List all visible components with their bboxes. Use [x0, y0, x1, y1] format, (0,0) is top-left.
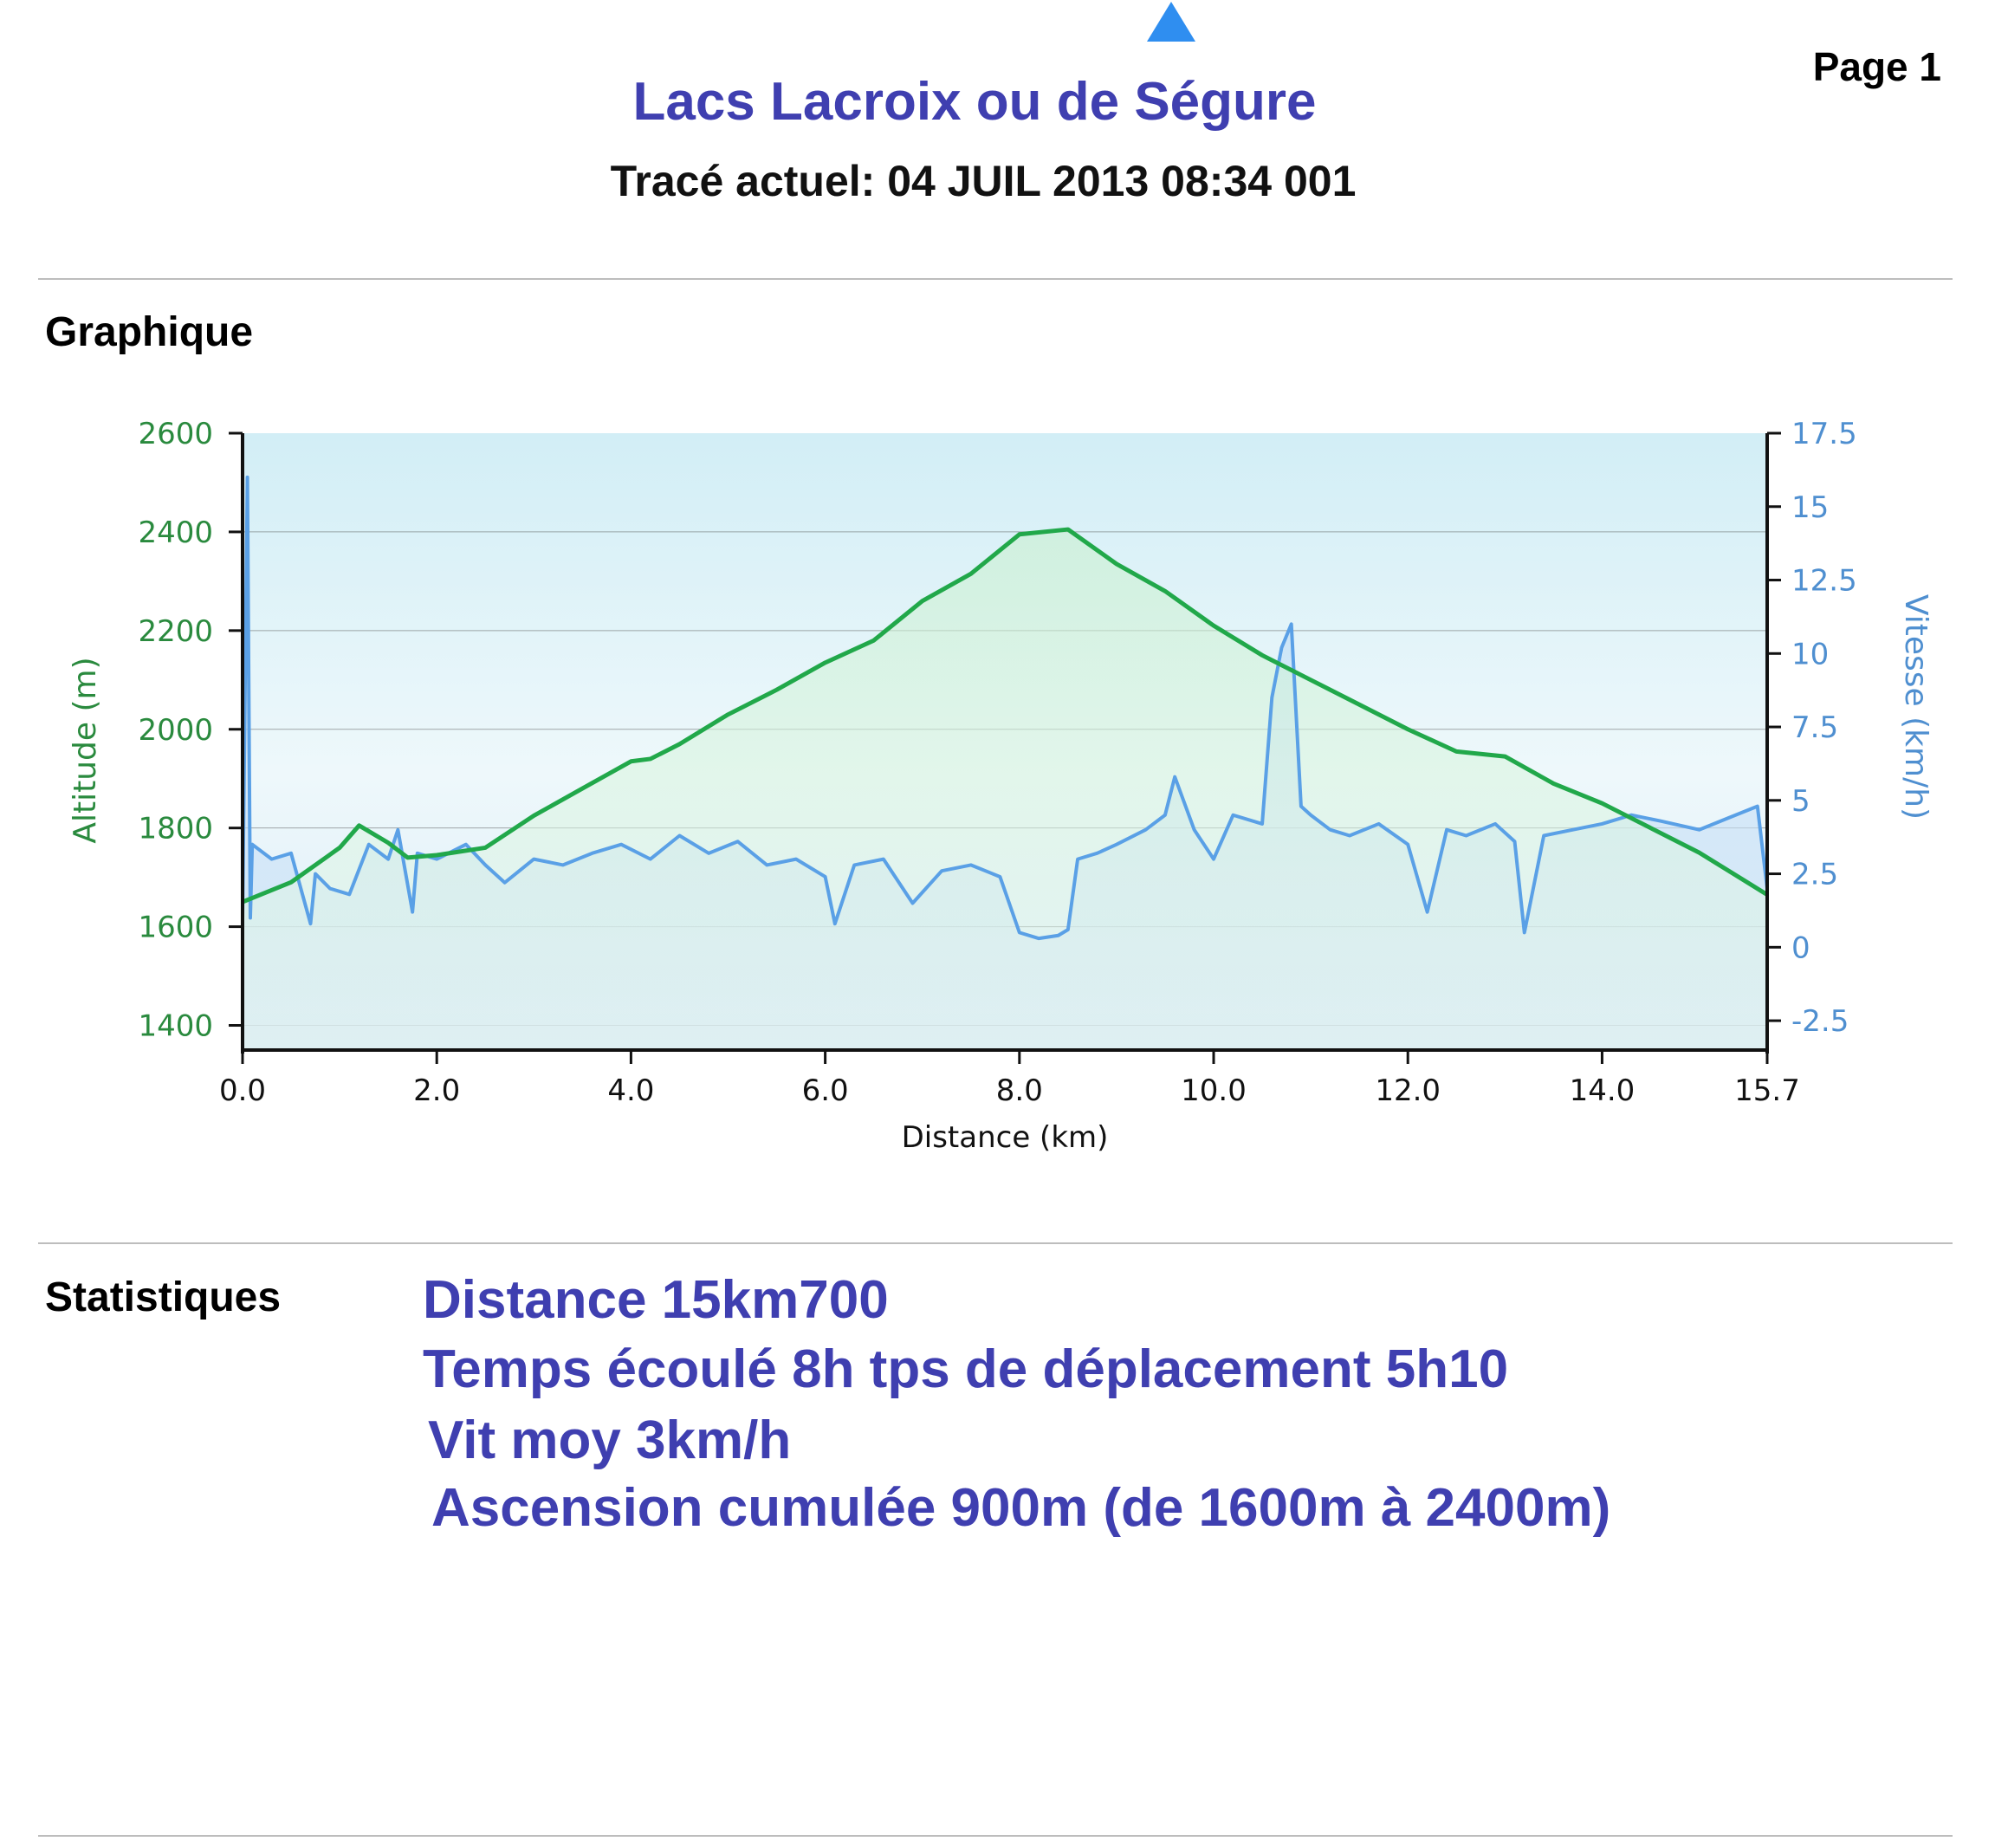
y-tick-label-right: 10	[1791, 637, 1829, 671]
y-tick-label-left: 2000	[138, 713, 213, 748]
page-number: Page 1	[1812, 44, 1941, 89]
y-tick-label-left: 1400	[138, 1009, 213, 1044]
x-tick-label: 14.0	[1570, 1073, 1636, 1108]
x-tick-label: 15.7	[1734, 1073, 1800, 1108]
y-axis-label-right: Vitesse (km/h)	[1898, 594, 1933, 820]
x-tick-label: 4.0	[607, 1073, 654, 1108]
blue-triangle-icon	[1147, 2, 1195, 42]
x-tick-label: 8.0	[996, 1073, 1043, 1108]
stat-average-speed: Vit moy 3km/h	[428, 1410, 792, 1470]
x-tick-label: 0.0	[219, 1073, 266, 1108]
stat-elapsed-time: Temps écoulé 8h tps de déplacement 5h10	[423, 1339, 1509, 1399]
y-tick-label-left: 1600	[138, 911, 213, 945]
y-tick-label-left: 2600	[138, 417, 213, 451]
y-tick-label-right: 12.5	[1791, 564, 1857, 599]
y-tick-label-right: 5	[1791, 784, 1810, 819]
top-divider	[38, 278, 1953, 280]
middle-divider	[38, 1242, 1953, 1244]
y-tick-label-left: 1800	[138, 812, 213, 846]
track-subtitle: Tracé actuel: 04 JUIL 2013 08:34 001	[610, 157, 1357, 205]
y-tick-label-right: 7.5	[1791, 710, 1838, 745]
speed-line	[241, 475, 1769, 941]
y-tick-label-right: -2.5	[1791, 1004, 1849, 1039]
y-tick-label-left: 2200	[138, 614, 213, 649]
x-tick-label: 6.0	[802, 1073, 849, 1108]
page-title: Lacs Lacroix ou de Ségure	[632, 72, 1317, 132]
y-tick-label-right: 2.5	[1791, 858, 1838, 892]
y-tick-label-right: 15	[1791, 490, 1829, 525]
x-axis-label: Distance (km)	[902, 1120, 1109, 1155]
stats-section-heading: Statistiques	[45, 1274, 282, 1320]
altitude-area	[243, 529, 1767, 1050]
x-tick-label: 2.0	[413, 1073, 460, 1108]
y-axis-label-left: Altitude (m)	[68, 657, 103, 843]
altitude-line	[242, 527, 1769, 905]
graph-section-heading: Graphique	[45, 309, 254, 355]
bottom-divider	[38, 1835, 1953, 1837]
y-tick-label-left: 2400	[138, 515, 213, 550]
stat-ascent: Ascension cumulée 900m (de 1600m à 2400m…	[431, 1478, 1611, 1538]
elevation-speed-chart: 1400 1600 1800 2000 2200 2400 2600 -2.5 0 2.5 5 7.5…	[68, 417, 1933, 1155]
x-tick-label: 12.0	[1375, 1073, 1441, 1108]
stat-distance: Distance 15km700	[423, 1270, 889, 1330]
x-tick-label: 10.0	[1181, 1073, 1247, 1108]
y-tick-label-right: 0	[1791, 930, 1810, 965]
y-tick-label-right: 17.5	[1791, 417, 1857, 451]
